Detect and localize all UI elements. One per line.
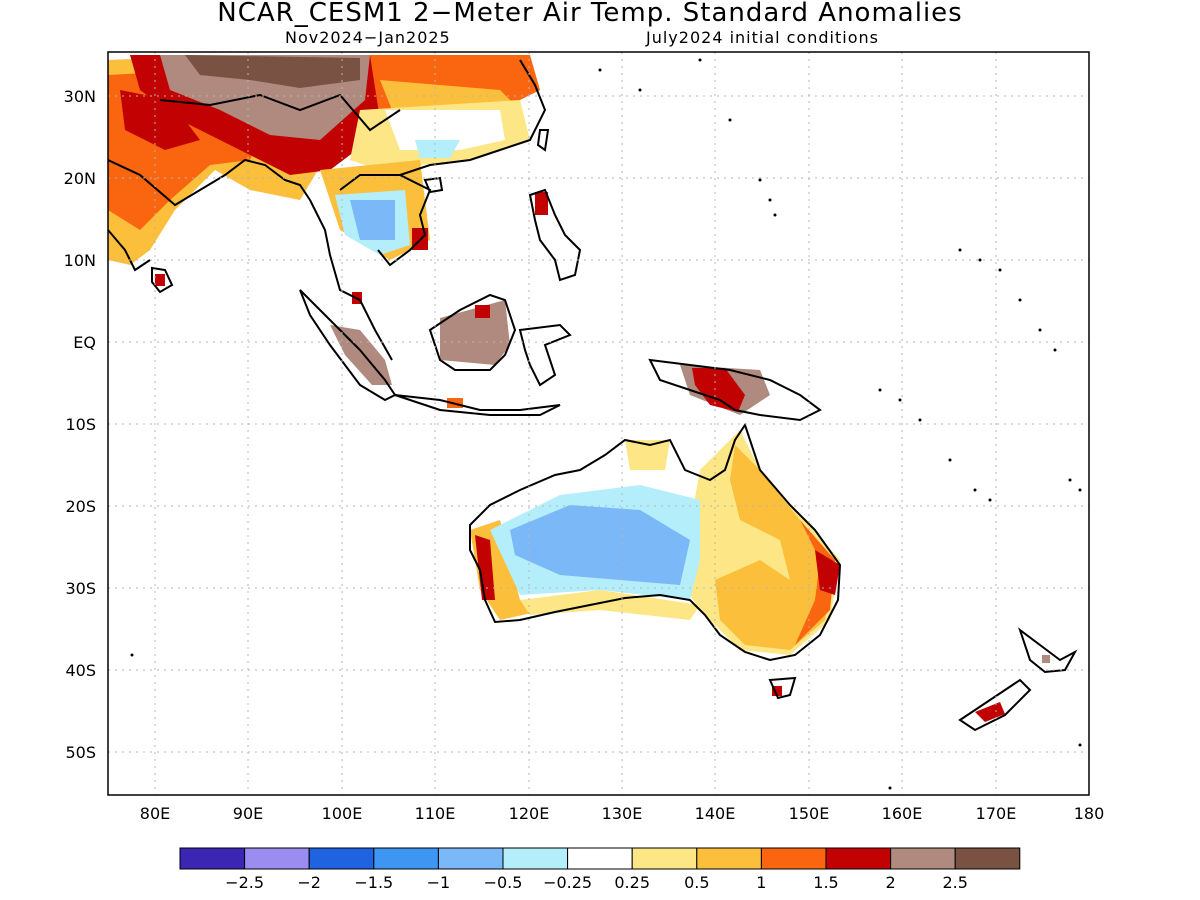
anomaly-australia-coast-red — [815, 550, 840, 595]
colorbar-label-10: 2 — [886, 873, 896, 892]
anomaly-china-cool — [415, 140, 460, 158]
anomaly-new-guinea-warm — [692, 368, 745, 412]
anomaly-indochina-cool — [350, 200, 395, 240]
colorbar-swatch-11 — [890, 847, 956, 870]
initial-conditions-label: July2024 initial conditions — [646, 28, 879, 47]
colorbar-label-1: −2 — [297, 873, 321, 892]
anomaly-india-red — [120, 90, 200, 150]
anomaly-australia-north-yellow — [625, 440, 670, 470]
colorbar-label-0: −2.5 — [225, 873, 264, 892]
lon-label-180: 180 — [1074, 804, 1105, 823]
colorbar-swatch-12 — [954, 847, 1021, 870]
colorbar: −2.5 −2 −1.5 −1 −0.5 −0.25 0.25 0.5 1 1.5 2 2.5 — [179, 847, 1021, 892]
lat-label-30s: 30S — [65, 579, 96, 598]
anomaly-australia-southeast — [795, 520, 835, 645]
colorbar-label-8: 1 — [756, 873, 766, 892]
anomaly-australia-west-red — [475, 535, 495, 600]
coast-java — [394, 394, 561, 416]
lon-label-110e: 110E — [415, 804, 456, 823]
lon-label-80e: 80E — [140, 804, 170, 823]
lon-label-150e: 150E — [789, 804, 830, 823]
colorbar-swatch-2 — [308, 847, 375, 870]
colorbar-swatch-0 — [179, 847, 246, 870]
anomaly-philippines — [535, 192, 548, 215]
lat-label-40s: 40S — [65, 661, 96, 680]
colorbar-label-3: −1 — [427, 873, 451, 892]
season-label: Nov2024−Jan2025 — [285, 28, 451, 47]
colorbar-swatch-6 — [567, 847, 633, 870]
colorbar-label-9: 1.5 — [813, 873, 838, 892]
coast-hainan — [423, 176, 444, 194]
coastlines — [108, 59, 1078, 732]
coast-nz-south — [958, 678, 1032, 732]
coast-indochina — [309, 199, 393, 361]
colorbar-swatch-7 — [631, 847, 698, 870]
coast-philippines — [528, 188, 582, 282]
coast-australia — [469, 422, 842, 662]
anomaly-australia-interior — [510, 505, 690, 585]
anomaly-nz-north — [1042, 655, 1050, 663]
anomaly-australia-east-orange — [715, 445, 835, 650]
anomaly-borneo-warm — [475, 305, 490, 318]
lat-label-10s: 10S — [65, 415, 96, 434]
colorbar-swatch-8 — [696, 847, 762, 870]
colorbar-label-4: −0.5 — [484, 873, 523, 892]
colorbar-label-11: 2.5 — [942, 873, 967, 892]
lat-label-20n: 20N — [64, 169, 96, 188]
coast-sulawesi — [518, 323, 572, 387]
colorbar-swatch-5 — [502, 847, 569, 870]
map-title: NCAR_CESM1 2−Meter Air Temp. Standard An… — [217, 0, 963, 28]
colorbar-label-6: 0.25 — [614, 873, 650, 892]
colorbar-label-7: 0.5 — [684, 873, 709, 892]
lon-label-140e: 140E — [695, 804, 736, 823]
colorbar-swatch-1 — [244, 847, 310, 870]
coast-tasmania — [768, 676, 797, 700]
lat-label-20s: 20S — [65, 497, 96, 516]
lon-label-120e: 120E — [509, 804, 550, 823]
anomaly-australia-south-yellow — [520, 590, 700, 620]
colorbar-label-2: −1.5 — [354, 873, 393, 892]
colorbar-label-5: −0.25 — [543, 873, 592, 892]
anomaly-tibet-max — [185, 55, 360, 88]
longitude-axis: 80E 90E 100E 110E 120E 130E 140E 150E 16… — [140, 804, 1105, 823]
coast-nz-north — [1018, 627, 1078, 674]
lon-label-170e: 170E — [976, 804, 1017, 823]
lat-label-50s: 50S — [65, 743, 96, 762]
anomaly-tasmania — [772, 686, 782, 696]
coast-taiwan — [536, 129, 550, 152]
lon-label-100e: 100E — [322, 804, 363, 823]
anomaly-new-zealand — [975, 702, 1005, 722]
coast-china — [399, 59, 547, 176]
coast-new-guinea — [648, 358, 822, 422]
lat-label-10n: 10N — [64, 251, 96, 270]
colorbar-swatch-9 — [760, 847, 827, 870]
colorbar-swatch-4 — [437, 847, 504, 870]
lat-label-30n: 30N — [64, 87, 96, 106]
anomaly-field — [108, 55, 1050, 722]
coast-sri-lanka — [151, 266, 174, 294]
anomaly-sri-lanka — [155, 274, 165, 286]
lon-label-90e: 90E — [233, 804, 263, 823]
plot-frame — [107, 51, 1090, 796]
coast-borneo — [428, 293, 517, 371]
latitude-axis: 30N 20N 10N EQ 10S 20S 30S 40S 50S — [64, 87, 96, 762]
islands — [130, 58, 1082, 790]
lat-label-eq: EQ — [73, 333, 96, 352]
colorbar-swatch-10 — [825, 847, 892, 870]
lon-label-160e: 160E — [882, 804, 923, 823]
coast-india — [108, 158, 311, 207]
lon-label-130e: 130E — [602, 804, 643, 823]
gridlines — [108, 52, 1089, 795]
coast-sumatra — [299, 289, 397, 402]
anomaly-borneo — [440, 300, 510, 365]
colorbar-swatch-3 — [373, 847, 439, 870]
coast-china-inland — [159, 93, 401, 132]
